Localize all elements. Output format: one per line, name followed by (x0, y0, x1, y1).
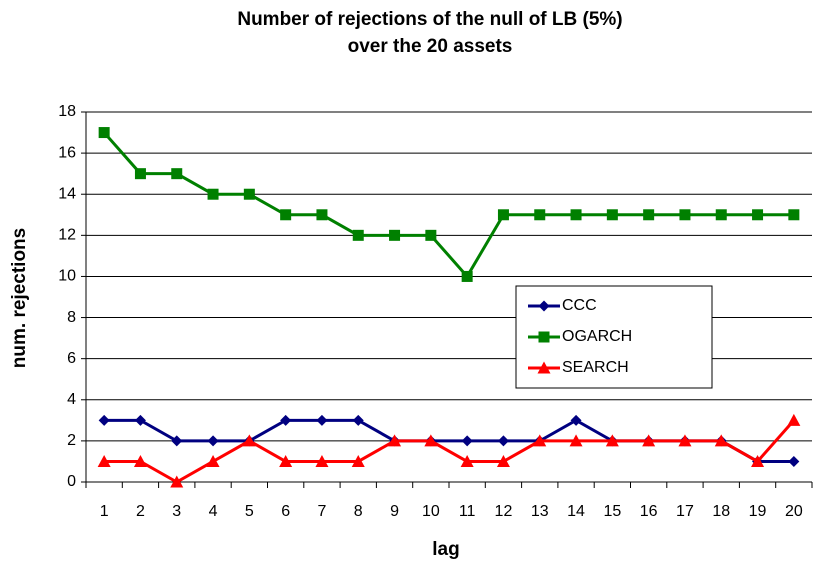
y-tick-label: 18 (58, 103, 76, 120)
marker (537, 361, 551, 374)
marker (714, 434, 728, 447)
marker (534, 209, 546, 221)
y-tick-label: 2 (67, 432, 76, 449)
marker (461, 270, 473, 282)
marker (97, 454, 111, 467)
marker (207, 435, 219, 447)
marker (570, 414, 582, 426)
marker (352, 414, 364, 426)
x-tick-label: 10 (422, 503, 440, 520)
marker (606, 209, 618, 221)
marker (605, 434, 619, 447)
marker (388, 434, 402, 447)
legend-label: SEARCH (562, 359, 629, 376)
x-tick-label: 7 (317, 503, 326, 520)
y-tick-label: 6 (67, 350, 76, 367)
marker (425, 229, 437, 241)
marker (788, 455, 800, 467)
marker (533, 434, 547, 447)
x-tick-label: 3 (172, 503, 181, 520)
marker (351, 454, 365, 467)
marker (207, 188, 219, 200)
x-tick-label: 18 (712, 503, 730, 520)
marker (538, 300, 550, 312)
x-tick-label: 17 (676, 503, 694, 520)
marker (569, 434, 583, 447)
marker (133, 454, 147, 467)
marker (171, 168, 183, 180)
x-tick-label: 6 (281, 503, 290, 520)
marker (98, 414, 110, 426)
chart-title: Number of rejections of the null of LB (… (237, 9, 622, 30)
x-tick-label: 13 (531, 503, 549, 520)
marker (460, 454, 474, 467)
marker (570, 209, 582, 221)
y-tick-label: 16 (58, 144, 76, 161)
series-line (104, 419, 795, 484)
x-tick-label: 5 (245, 503, 254, 520)
y-axis-title: num. rejections (9, 228, 30, 368)
x-tick-label: 4 (209, 503, 218, 520)
y-tick-label: 12 (58, 227, 76, 244)
marker (461, 435, 473, 447)
y-tick-label: 8 (67, 309, 76, 326)
legend-label: CCC (562, 297, 597, 314)
marker (678, 434, 692, 447)
y-tick-label: 10 (58, 268, 76, 285)
marker (242, 434, 256, 447)
x-tick-label: 16 (640, 503, 658, 520)
x-tick-label: 11 (459, 503, 476, 520)
marker (424, 434, 438, 447)
marker (496, 454, 510, 467)
marker (788, 209, 800, 221)
x-tick-label: 20 (785, 503, 803, 520)
marker (243, 188, 255, 200)
marker (642, 434, 656, 447)
marker (98, 127, 110, 139)
marker (787, 413, 801, 426)
chart-title: over the 20 assets (348, 36, 513, 57)
x-tick-label: 1 (100, 503, 109, 520)
marker (715, 209, 727, 221)
marker (352, 229, 364, 241)
marker (280, 209, 292, 221)
marker (643, 209, 655, 221)
y-tick-label: 4 (67, 391, 76, 408)
marker (679, 209, 691, 221)
x-tick-label: 12 (495, 503, 513, 520)
marker (279, 454, 293, 467)
marker (315, 454, 329, 467)
x-tick-label: 15 (603, 503, 621, 520)
x-axis-title: lag (432, 539, 459, 560)
marker (171, 435, 183, 447)
legend-label: OGARCH (562, 328, 632, 345)
marker (134, 168, 146, 180)
marker (170, 475, 184, 488)
x-tick-label: 8 (354, 503, 363, 520)
marker (316, 414, 328, 426)
x-tick-label: 19 (749, 503, 767, 520)
marker (497, 435, 509, 447)
x-tick-label: 2 (136, 503, 145, 520)
y-tick-label: 14 (58, 185, 76, 202)
x-tick-label: 14 (567, 503, 585, 520)
series-line (103, 131, 794, 279)
marker (497, 209, 509, 221)
marker (538, 331, 550, 343)
marker (751, 454, 765, 467)
x-tick-label: 9 (390, 503, 399, 520)
marker (206, 454, 220, 467)
marker (280, 414, 292, 426)
y-tick-label: 0 (67, 473, 76, 490)
marker (752, 209, 764, 221)
marker (134, 414, 146, 426)
marker (389, 229, 401, 241)
marker (316, 209, 328, 221)
